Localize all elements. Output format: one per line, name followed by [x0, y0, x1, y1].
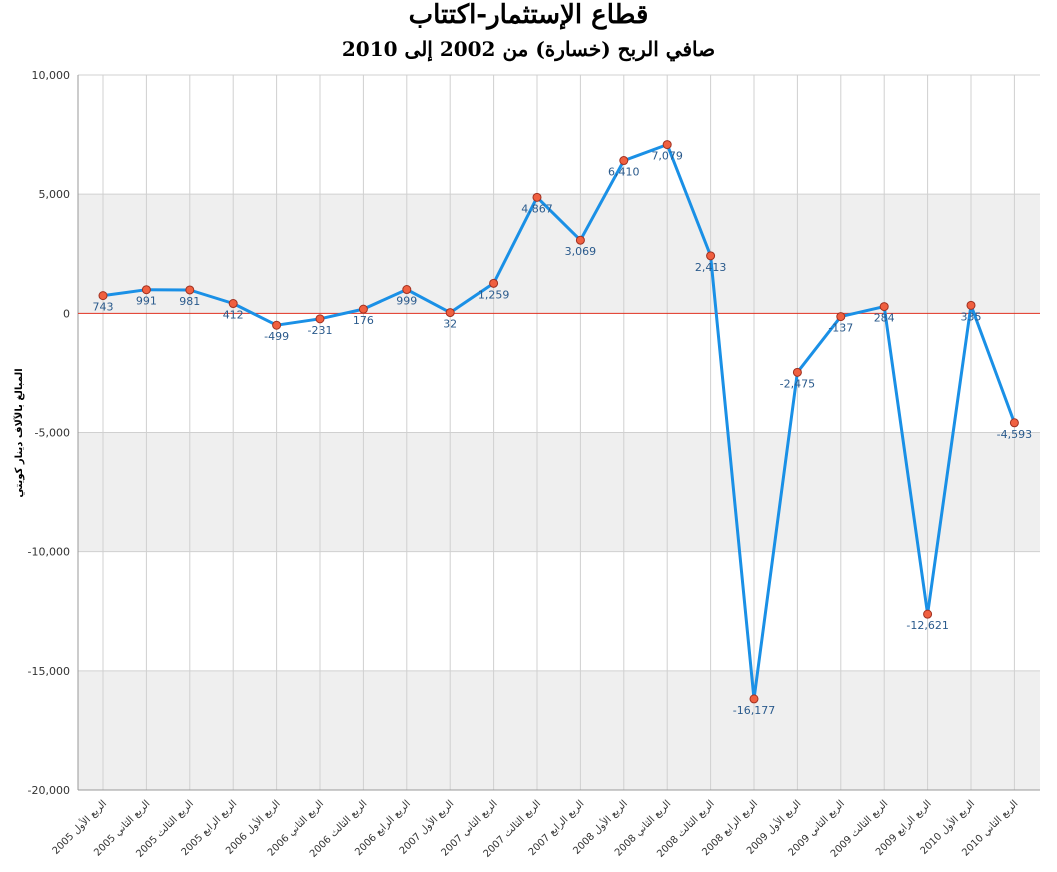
y-tick-labels: 10,000 5,000 0 -5,000 -10,000 -15,000 -20,000	[28, 69, 70, 797]
data-point	[228, 299, 238, 309]
data-label: 991	[136, 295, 157, 308]
data-label: -4,593	[997, 428, 1032, 441]
background-band	[78, 194, 1040, 314]
y-tick-label: -15,000	[28, 665, 70, 678]
data-point	[836, 312, 846, 322]
background-band	[78, 670, 1040, 790]
data-labels: 743 991 981 412 -499 -231 176 999 32 1,259 4,867 3,…	[93, 150, 1033, 717]
data-points	[98, 140, 1019, 704]
data-point	[98, 291, 108, 301]
y-tick-label: -5,000	[35, 427, 70, 440]
data-point	[1009, 418, 1019, 428]
data-point	[879, 302, 889, 312]
data-label: 743	[93, 301, 114, 314]
data-point	[662, 140, 672, 150]
y-tick-label: -20,000	[28, 784, 70, 797]
data-label: 176	[353, 314, 374, 327]
data-point	[792, 367, 802, 377]
series-polyline	[102, 143, 1016, 701]
series-line	[102, 143, 1016, 701]
vertical-gridlines	[102, 75, 1015, 790]
axes	[77, 75, 1040, 791]
chart-subtitle: صافي الربح (خسارة) من 2002 إلى 2010	[341, 37, 716, 61]
data-point	[315, 314, 325, 324]
y-tick-label: 5,000	[39, 188, 71, 201]
data-point	[445, 308, 455, 318]
data-point	[489, 278, 499, 288]
y-axis-label: المبالغ بالآلاف دينار كويتي	[13, 368, 25, 497]
data-label: -499	[264, 330, 289, 343]
data-label: 981	[179, 295, 200, 308]
data-point	[749, 694, 759, 704]
y-tick-label: 0	[63, 307, 70, 320]
data-label: 1,259	[478, 288, 510, 301]
data-point	[966, 300, 976, 310]
data-label: -16,177	[733, 704, 775, 717]
data-label: 2,413	[695, 261, 727, 274]
data-point	[358, 304, 368, 314]
y-tick-label: -10,000	[28, 546, 70, 559]
data-label: 6,410	[608, 166, 640, 179]
data-label: 335	[961, 310, 982, 323]
data-label: -12,621	[906, 619, 948, 632]
data-point	[575, 235, 585, 245]
data-label: 32	[443, 318, 457, 331]
data-label: 999	[396, 295, 417, 308]
chart-title: قطاع الإستثمار-اكتتاب	[408, 0, 649, 30]
data-point	[619, 156, 629, 166]
data-label: 4,867	[521, 202, 553, 215]
data-label: -137	[828, 322, 853, 335]
data-point	[706, 251, 716, 261]
data-point	[272, 320, 282, 330]
data-point	[185, 285, 195, 295]
data-point	[402, 285, 412, 295]
data-point	[141, 285, 151, 295]
data-point	[923, 609, 933, 619]
background-band	[78, 432, 1040, 552]
data-label: 412	[223, 309, 244, 322]
data-label: 7,079	[651, 150, 683, 163]
data-label: -2,475	[780, 377, 815, 390]
data-point	[532, 192, 542, 202]
background-bands	[78, 194, 1040, 790]
y-tick-label: 10,000	[32, 69, 71, 82]
data-label: 284	[874, 312, 895, 325]
data-label: 3,069	[565, 245, 597, 258]
data-label: -231	[308, 324, 333, 337]
